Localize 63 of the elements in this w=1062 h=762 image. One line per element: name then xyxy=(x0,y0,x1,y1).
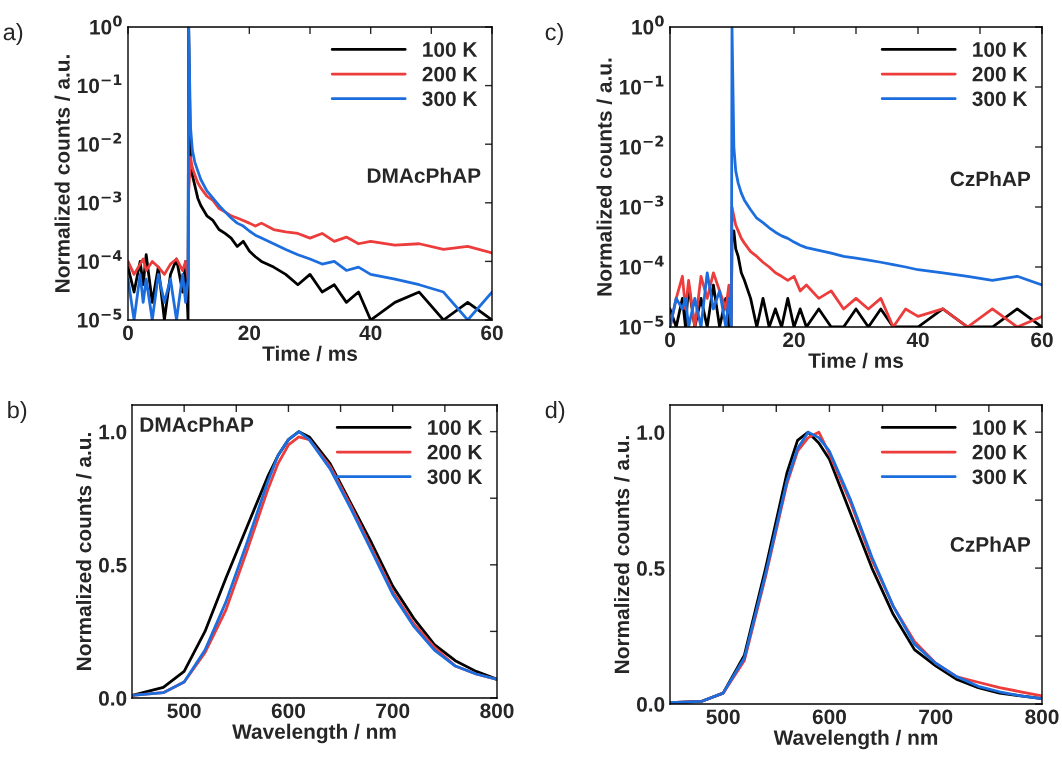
x-tick-label: 60 xyxy=(481,325,503,341)
legend-label: 200 K xyxy=(427,444,483,460)
y-tick-label: 10$^{−4}$ xyxy=(77,250,122,270)
legend-label: 300 K xyxy=(427,469,483,485)
legend-label: 100 K xyxy=(973,420,1028,435)
y-tick-label: 10$^{−3}$ xyxy=(619,195,664,215)
x-axis-title: Wavelength / nm xyxy=(232,723,396,744)
y-tick-label: 10$^{−4}$ xyxy=(619,255,664,275)
y-axis-title: Normalized counts / a.u. xyxy=(75,433,92,670)
x-tick-label: 20 xyxy=(783,332,805,348)
annotation: DMAcPhAP xyxy=(140,416,254,433)
text: d) xyxy=(545,401,565,423)
text: c) xyxy=(545,23,563,45)
x-tick-label: 700 xyxy=(376,703,410,719)
y-axis-title: Normalized counts / a.u. xyxy=(596,58,612,296)
y-tick-label: 10$^{−1}$ xyxy=(77,74,122,94)
x-tick-label: 0 xyxy=(665,332,675,348)
x-tick-label: 700 xyxy=(919,709,953,725)
x-tick-label: 800 xyxy=(1025,709,1059,725)
legend-label: 200 K xyxy=(422,66,478,82)
text: a) xyxy=(3,23,23,45)
annotation: CzPhAP xyxy=(950,171,1031,187)
y-tick-label: 1.0 xyxy=(637,425,665,440)
y-tick-label: 10$^{−2}$ xyxy=(77,132,122,152)
x-tick-label: 500 xyxy=(167,703,201,719)
line-series xyxy=(670,27,1042,327)
legend-label: 200 K xyxy=(972,66,1028,82)
legend-label: 100 K xyxy=(973,42,1028,57)
x-tick-label: 60 xyxy=(1031,332,1053,348)
annotation: CzPhAP xyxy=(950,536,1031,552)
legend-label: 300 K xyxy=(972,91,1028,107)
x-tick-label: 40 xyxy=(359,325,382,341)
text: b) xyxy=(8,401,27,423)
y-tick-label: 1.0 xyxy=(99,424,127,440)
y-axis-title: Normalized counts / a.u. xyxy=(613,436,630,673)
x-tick-label: 800 xyxy=(480,703,514,719)
x-tick-label: 500 xyxy=(706,709,740,725)
y-axis-title: Normalized counts / a.u. xyxy=(54,55,70,292)
x-tick-label: 0 xyxy=(123,325,133,341)
y-tick-label: 10$^{−1}$ xyxy=(619,75,664,95)
y-tick-label: 0.5 xyxy=(99,557,127,573)
y-tick-label: 0.0 xyxy=(637,697,665,712)
y-tick-label: 10$^{0}$ xyxy=(632,15,664,35)
x-axis-title: Time / ms xyxy=(262,345,358,362)
annotation: DMAcPhAP xyxy=(367,167,481,183)
x-axis-title: Wavelength / nm xyxy=(773,729,938,750)
legend-label: 200 K xyxy=(972,444,1028,460)
y-tick-label: 10$^{0}$ xyxy=(90,15,122,35)
x-tick-label: 20 xyxy=(238,325,261,341)
x-tick-label: 600 xyxy=(271,703,305,719)
legend-label: 100 K xyxy=(428,420,483,435)
legend-label: 300 K xyxy=(972,469,1028,485)
legend-label: 100 K xyxy=(423,42,478,57)
x-tick-label: 40 xyxy=(906,332,929,348)
y-tick-label: 0.0 xyxy=(99,691,127,706)
y-tick-label: 10$^{−5}$ xyxy=(619,315,664,335)
y-tick-label: 10$^{−2}$ xyxy=(619,135,664,155)
y-tick-label: 0.5 xyxy=(637,561,665,576)
y-tick-label: 10$^{−5}$ xyxy=(77,308,122,328)
x-tick-label: 600 xyxy=(812,709,846,725)
legend-label: 300 K xyxy=(422,91,478,107)
y-tick-label: 10$^{−3}$ xyxy=(77,191,122,211)
x-axis-title: Time / ms xyxy=(808,352,904,369)
